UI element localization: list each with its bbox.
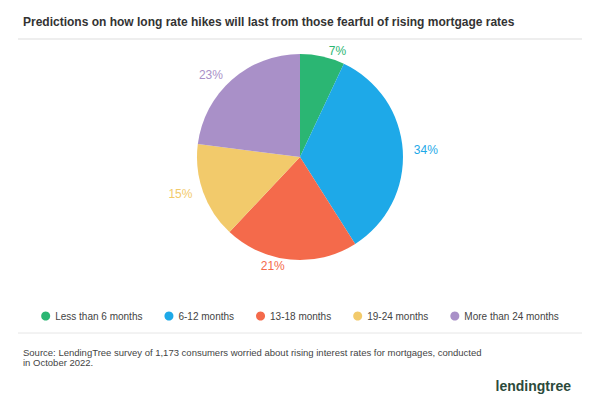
svg-text:6-12 months: 6-12 months <box>178 311 234 322</box>
svg-text:in October 2022.: in October 2022. <box>23 357 93 368</box>
svg-text:Source: LendingTree survey of: Source: LendingTree survey of 1,173 cons… <box>23 346 485 358</box>
svg-text:21%: 21% <box>261 259 285 273</box>
svg-text:7%: 7% <box>329 44 347 58</box>
svg-text:13-18 months: 13-18 months <box>270 311 331 322</box>
svg-text:lendingtree: lendingtree <box>496 378 572 394</box>
svg-text:34%: 34% <box>414 143 438 157</box>
svg-text:Predictions on how long rate h: Predictions on how long rate hikes will … <box>23 15 515 29</box>
svg-text:23%: 23% <box>199 68 223 82</box>
svg-text:More than 24 months: More than 24 months <box>464 311 559 322</box>
svg-text:19-24 months: 19-24 months <box>367 311 428 322</box>
svg-text:15%: 15% <box>168 187 192 201</box>
svg-text:Less than 6 months: Less than 6 months <box>55 311 142 322</box>
